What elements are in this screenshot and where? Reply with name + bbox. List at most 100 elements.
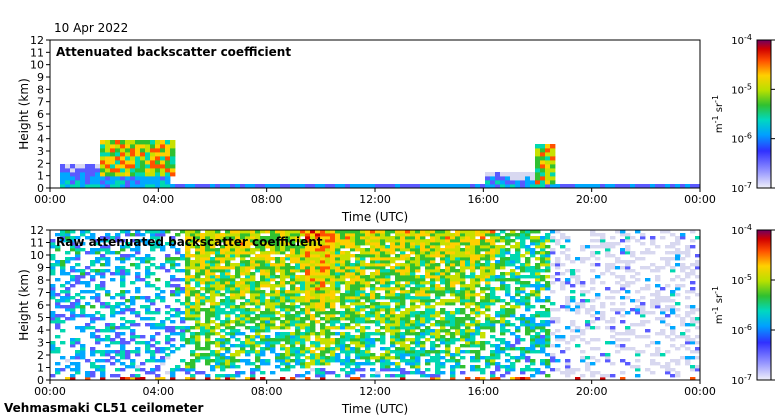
heatmap-cell	[245, 251, 251, 255]
x-tick-label: 20:00	[576, 385, 608, 398]
heatmap-cell	[545, 172, 551, 177]
heatmap-cell	[475, 275, 481, 279]
heatmap-cell	[435, 350, 441, 354]
heatmap-cell	[195, 236, 201, 240]
heatmap-cell	[95, 180, 101, 185]
heatmap-cell	[65, 299, 71, 303]
heatmap-cell	[420, 317, 426, 321]
heatmap-cell	[90, 362, 96, 366]
heatmap-cell	[425, 254, 431, 258]
heatmap-cell	[385, 293, 391, 297]
heatmap-cell	[125, 356, 131, 360]
heatmap-cell	[280, 236, 286, 240]
heatmap-cell	[150, 350, 156, 354]
heatmap-cell	[170, 184, 176, 189]
heatmap-cell	[280, 269, 286, 273]
heatmap-cell	[310, 281, 316, 285]
heatmap-cell	[285, 239, 291, 243]
heatmap-cell	[615, 230, 621, 234]
heatmap-cell	[220, 248, 226, 252]
heatmap-cell	[300, 347, 306, 351]
heatmap-cell	[535, 266, 541, 270]
heatmap-cell	[265, 278, 271, 282]
heatmap-cell	[85, 284, 91, 288]
heatmap-cell	[510, 278, 516, 282]
heatmap-cell	[510, 176, 516, 181]
heatmap-cell	[195, 184, 201, 189]
heatmap-cell	[75, 293, 81, 297]
heatmap-cell	[95, 350, 101, 354]
heatmap-cell	[365, 278, 371, 282]
heatmap-cell	[545, 160, 551, 165]
heatmap-cell	[480, 275, 486, 279]
heatmap-cell	[125, 233, 131, 237]
heatmap-cell	[530, 314, 536, 318]
heatmap-cell	[140, 368, 146, 372]
heatmap-cell	[385, 326, 391, 330]
heatmap-cell	[160, 152, 166, 157]
heatmap-cell	[135, 347, 141, 351]
heatmap-cell	[345, 266, 351, 270]
heatmap-cell	[95, 365, 101, 369]
heatmap-cell	[500, 341, 506, 345]
heatmap-cell	[230, 299, 236, 303]
heatmap-cell	[220, 308, 226, 312]
heatmap-cell	[430, 236, 436, 240]
heatmap-cell	[355, 341, 361, 345]
heatmap-cell	[305, 356, 311, 360]
heatmap-cell	[270, 266, 276, 270]
heatmap-cell	[440, 320, 446, 324]
heatmap-cell	[400, 374, 406, 378]
heatmap-cell	[240, 308, 246, 312]
heatmap-cell	[450, 293, 456, 297]
heatmap-cell	[135, 296, 141, 300]
heatmap-cell	[70, 230, 76, 234]
heatmap-cell	[440, 275, 446, 279]
heatmap-cell	[250, 230, 256, 234]
heatmap-cell	[300, 233, 306, 237]
heatmap-cell	[550, 251, 556, 255]
heatmap-cell	[255, 353, 261, 357]
heatmap-cell	[435, 314, 441, 318]
heatmap-cell	[540, 184, 546, 189]
heatmap-cell	[670, 269, 676, 273]
heatmap-cell	[480, 239, 486, 243]
heatmap-cell	[610, 326, 616, 330]
heatmap-cell	[280, 287, 286, 291]
heatmap-cell	[165, 152, 171, 157]
heatmap-cell	[410, 362, 416, 366]
heatmap-cell	[355, 296, 361, 300]
heatmap-cell	[385, 302, 391, 306]
heatmap-cell	[170, 290, 176, 294]
heatmap-cell	[275, 341, 281, 345]
heatmap-cell	[205, 356, 211, 360]
heatmap-cell	[145, 144, 151, 149]
heatmap-cell	[425, 248, 431, 252]
heatmap-cell	[650, 362, 656, 366]
heatmap-cell	[455, 338, 461, 342]
heatmap-cell	[200, 278, 206, 282]
heatmap-cell	[250, 317, 256, 321]
heatmap-cell	[160, 248, 166, 252]
heatmap-cell	[580, 332, 586, 336]
heatmap-cell	[135, 144, 141, 149]
heatmap-cell	[475, 326, 481, 330]
heatmap-cell	[360, 184, 366, 189]
heatmap-cell	[400, 236, 406, 240]
heatmap-cell	[175, 368, 181, 372]
heatmap-cell	[155, 287, 161, 291]
heatmap-cell	[305, 305, 311, 309]
heatmap-cell	[170, 293, 176, 297]
heatmap-cell	[70, 341, 76, 345]
heatmap-cell	[675, 251, 681, 255]
heatmap-cell	[195, 266, 201, 270]
heatmap-cell	[135, 168, 141, 173]
heatmap-cell	[550, 302, 556, 306]
heatmap-cell	[330, 341, 336, 345]
heatmap-cell	[510, 332, 516, 336]
heatmap-cell	[350, 314, 356, 318]
heatmap-cell	[425, 302, 431, 306]
heatmap-cell	[275, 284, 281, 288]
heatmap-cell	[235, 350, 241, 354]
heatmap-cell	[450, 377, 456, 381]
